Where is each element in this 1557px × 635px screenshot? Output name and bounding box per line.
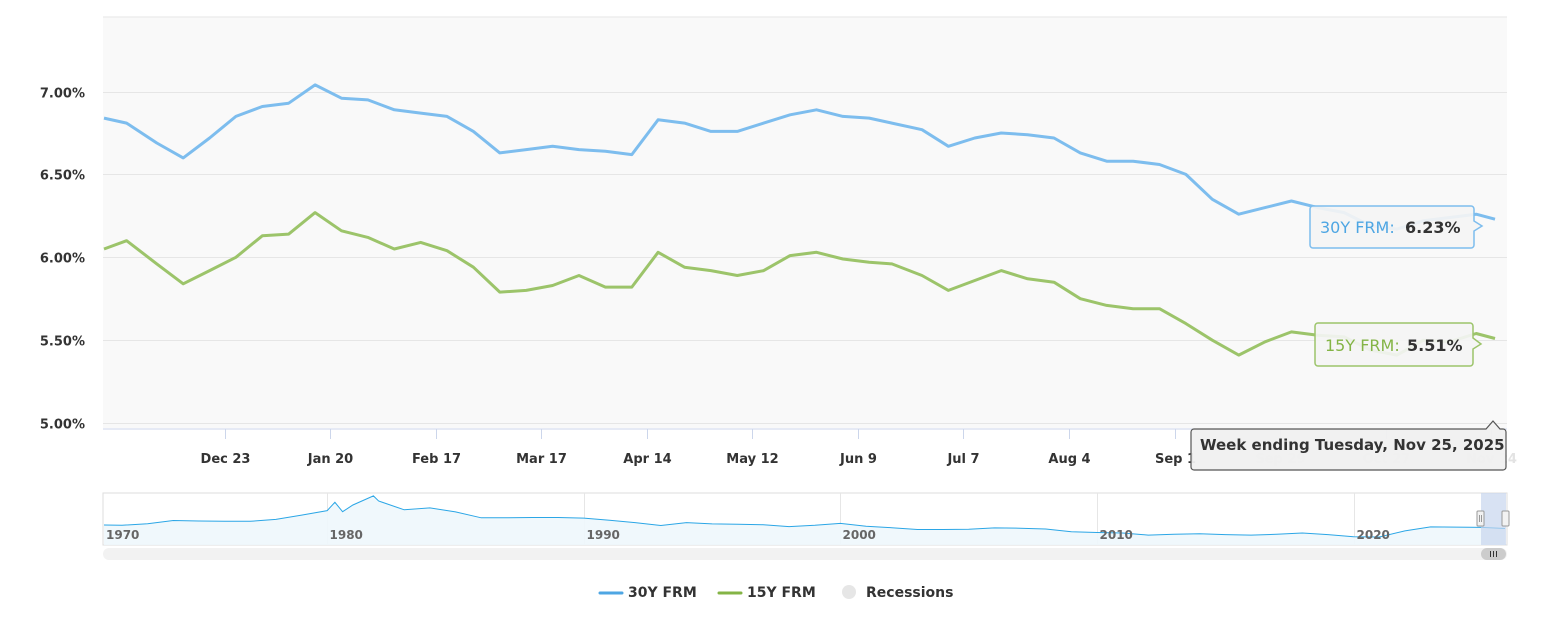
x-tick-label: Jun 9 — [839, 452, 877, 467]
navigator-year-label: 1970 — [106, 528, 139, 542]
legend: 30Y FRM 15Y FRM Recessions — [598, 585, 953, 601]
x-tick-label: Jan 20 — [307, 452, 353, 467]
scrollbar-grip-icon — [1490, 551, 1497, 557]
x-tick-label: Aug 4 — [1048, 452, 1090, 467]
tooltip-date: Week ending Tuesday, Nov 25, 2025 — [1190, 420, 1507, 471]
tooltip-30y-value: 6.23% — [1405, 218, 1461, 237]
tooltip-30y-box — [1309, 205, 1484, 249]
navigator-year-label: 1990 — [587, 528, 620, 542]
tooltip-date-box — [1190, 420, 1507, 471]
x-tick-label: Feb 17 — [412, 452, 461, 467]
x-tick-label: May 12 — [726, 452, 778, 467]
navigator-line — [103, 495, 1506, 538]
legend-item-30y[interactable]: 30Y FRM — [598, 585, 697, 601]
navigator-handle-right[interactable] — [1501, 510, 1510, 527]
tooltip-15y: 15Y FRM: 5.51% — [1314, 322, 1483, 367]
gridlines — [103, 92, 1507, 424]
navigator-labels: 1970 1980 1990 2000 2010 2020 — [106, 528, 1390, 542]
series-line-30y[interactable] — [103, 83, 1496, 231]
y-tick-label: 5.50% — [40, 335, 85, 350]
legend-item-recessions[interactable]: Recessions — [842, 585, 953, 601]
tooltip-30y: 30Y FRM: 6.23% — [1309, 205, 1484, 249]
y-tick-label: 6.50% — [40, 169, 85, 184]
navigator-area — [104, 495, 1505, 545]
tooltip-15y-label: 15Y FRM: — [1325, 336, 1400, 355]
y-tick-label: 7.00% — [40, 87, 85, 102]
x-tick-label: Dec 23 — [201, 452, 251, 467]
x-tick-label: Apr 14 — [623, 452, 671, 467]
scrollbar-track[interactable] — [103, 548, 1507, 560]
y-axis: 5.00% 5.50% 6.00% 6.50% 7.00% — [40, 87, 85, 433]
plot-background — [103, 17, 1507, 428]
y-tick-label: 5.00% — [40, 418, 85, 433]
navigator[interactable]: 1970 1980 1990 2000 2010 2020 — [102, 492, 1510, 560]
legend-item-15y[interactable]: 15Y FRM — [717, 585, 816, 601]
tooltip-30y-label: 30Y FRM: — [1320, 218, 1395, 237]
tooltip-15y-value: 5.51% — [1407, 336, 1463, 355]
legend-15y-label: 15Y FRM — [747, 585, 816, 601]
tooltip-date-text: Week ending Tuesday, Nov 25, 2025 — [1200, 436, 1505, 454]
x-tick-label: Jul 7 — [946, 452, 979, 467]
navigator-year-label: 2010 — [1100, 528, 1133, 542]
series-line-15y[interactable] — [103, 211, 1496, 357]
tooltip-15y-box — [1314, 322, 1483, 367]
navigator-year-label: 2020 — [1357, 528, 1390, 542]
x-tick-label: Mar 17 — [516, 452, 567, 467]
x-tick-label: Sep 1 — [1155, 452, 1196, 467]
legend-30y-label: 30Y FRM — [628, 585, 697, 601]
series-lines[interactable] — [103, 83, 1497, 357]
navigator-year-label: 2000 — [843, 528, 876, 542]
y-tick-label: 6.00% — [40, 252, 85, 267]
legend-recessions-label: Recessions — [866, 585, 953, 601]
navigator-handle-left[interactable] — [1476, 510, 1485, 527]
legend-recessions-circle-icon — [842, 585, 856, 599]
navigator-year-label: 1980 — [330, 528, 363, 542]
